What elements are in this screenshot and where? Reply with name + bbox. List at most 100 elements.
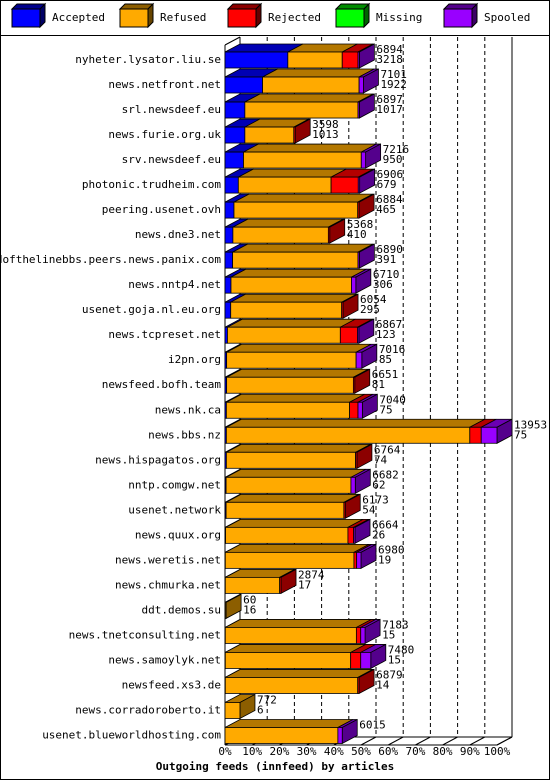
bar-segment	[232, 226, 329, 244]
bar-segment	[244, 126, 295, 144]
bar-segment	[225, 401, 350, 419]
total-label: 6015	[359, 718, 386, 731]
total-label: 7480	[388, 643, 415, 656]
bar-segment	[355, 627, 362, 644]
total-label: 3598	[312, 118, 339, 131]
bar-segment	[353, 526, 356, 544]
total-label: 6054	[360, 293, 387, 306]
x-tick-label: 20%	[269, 745, 289, 758]
total-label: 6879	[376, 668, 403, 681]
legend-swatch	[119, 8, 149, 28]
x-tick-label: 90%	[460, 745, 480, 758]
legend-label: Missing	[376, 11, 422, 24]
bar-segment	[352, 376, 356, 394]
x-tick-label: 50%	[351, 745, 371, 758]
total-label: 6890	[376, 243, 403, 256]
total-label: 6651	[372, 368, 399, 381]
x-tick-label: 30%	[297, 745, 317, 758]
bar-segment	[227, 326, 341, 344]
accepted-label: 123	[376, 328, 396, 341]
legend-label: Rejected	[268, 11, 321, 24]
total-label: 6764	[374, 443, 401, 456]
total-label: 772	[257, 693, 277, 706]
y-tick-label: news.tcpreset.net	[108, 328, 221, 341]
bar-segment	[224, 101, 246, 119]
y-tick-label: ddt.demos.su	[142, 603, 221, 616]
accepted-label: 1017	[376, 103, 403, 116]
bar-top	[227, 318, 356, 328]
bar-segment	[469, 426, 482, 444]
bar-segment	[357, 401, 363, 419]
bar-segment	[230, 301, 343, 319]
bar-top	[225, 644, 366, 653]
bar-segment	[225, 476, 352, 494]
total-label: 6664	[372, 518, 399, 531]
bar-segment	[350, 476, 356, 494]
y-tick-label: nyheter.lysator.liu.se	[75, 53, 221, 66]
bar-segment	[224, 76, 263, 94]
y-tick-label: news.samoylyk.net	[108, 653, 221, 666]
bar-segment	[224, 276, 232, 294]
y-tick-label: news.hispagatos.org	[95, 453, 221, 466]
total-label: 6906	[377, 168, 404, 181]
y-tick-label: photonic.trudheim.com	[82, 178, 221, 191]
bar-segment	[279, 576, 282, 594]
x-tick	[442, 736, 458, 746]
bar-segment	[357, 101, 360, 119]
bar-top	[232, 243, 374, 253]
bar-segment	[357, 677, 360, 694]
bar-top	[224, 719, 354, 728]
accepted-label: 3218	[376, 53, 403, 66]
bar-segment	[224, 627, 357, 644]
accepted-label: 74	[374, 453, 388, 466]
bar-segment	[360, 652, 372, 669]
bar-segment	[224, 126, 246, 144]
bar-top	[225, 493, 360, 503]
accepted-label: 6	[257, 703, 264, 716]
bar-segment	[330, 176, 359, 194]
y-tick-label: srv.newsdeef.eu	[122, 153, 221, 166]
bar-top	[243, 143, 377, 153]
y-tick-label: news.tnetconsulting.net	[69, 628, 221, 641]
total-label: 7101	[380, 68, 407, 81]
total-label: 7216	[383, 143, 410, 156]
bar-segment	[224, 301, 232, 319]
x-tick-label: 60%	[378, 745, 398, 758]
y-tick-label: nntp.comgw.net	[128, 478, 221, 491]
legend-label: Spooled	[484, 11, 530, 24]
x-tick	[360, 736, 377, 746]
bar-segment	[341, 301, 344, 319]
legend-swatch	[443, 8, 473, 28]
bar-segment	[357, 251, 360, 269]
total-label: 6897	[376, 93, 403, 106]
accepted-label: 75	[514, 428, 527, 441]
legend-label: Refused	[160, 11, 206, 24]
axis-left-top	[224, 36, 241, 46]
bar-segment	[343, 501, 346, 519]
y-tick-label: usenet.network	[128, 503, 221, 516]
accepted-label: 14	[376, 678, 390, 691]
bar-top	[226, 443, 371, 453]
legend-swatch	[227, 8, 257, 28]
bar-top	[225, 518, 364, 528]
bar-top	[226, 343, 372, 353]
accepted-label: 75	[379, 403, 392, 416]
x-tick-label: 0%	[218, 745, 232, 758]
total-label: 60	[243, 593, 256, 606]
bar-segment	[224, 576, 281, 594]
total-label: 13953	[514, 418, 547, 431]
bar-top	[226, 368, 369, 378]
y-tick-label: usenet.goja.nl.eu.org	[82, 303, 221, 316]
axis-title: Outgoing feeds (innfeed) by articles	[156, 760, 394, 773]
bar-segment	[327, 226, 331, 244]
accepted-label: 19	[378, 553, 391, 566]
bar-segment	[353, 551, 358, 569]
bar-segment	[360, 151, 367, 169]
bar-segment	[355, 451, 358, 469]
accepted-label: 17	[298, 578, 311, 591]
bar-segment	[339, 326, 358, 344]
y-tick-label: srl.newsdeef.eu	[122, 103, 221, 116]
y-tick-label: newsfeed.bofh.team	[102, 378, 222, 391]
y-tick-label: news.furie.org.uk	[108, 128, 221, 141]
bar-segment	[357, 201, 360, 219]
